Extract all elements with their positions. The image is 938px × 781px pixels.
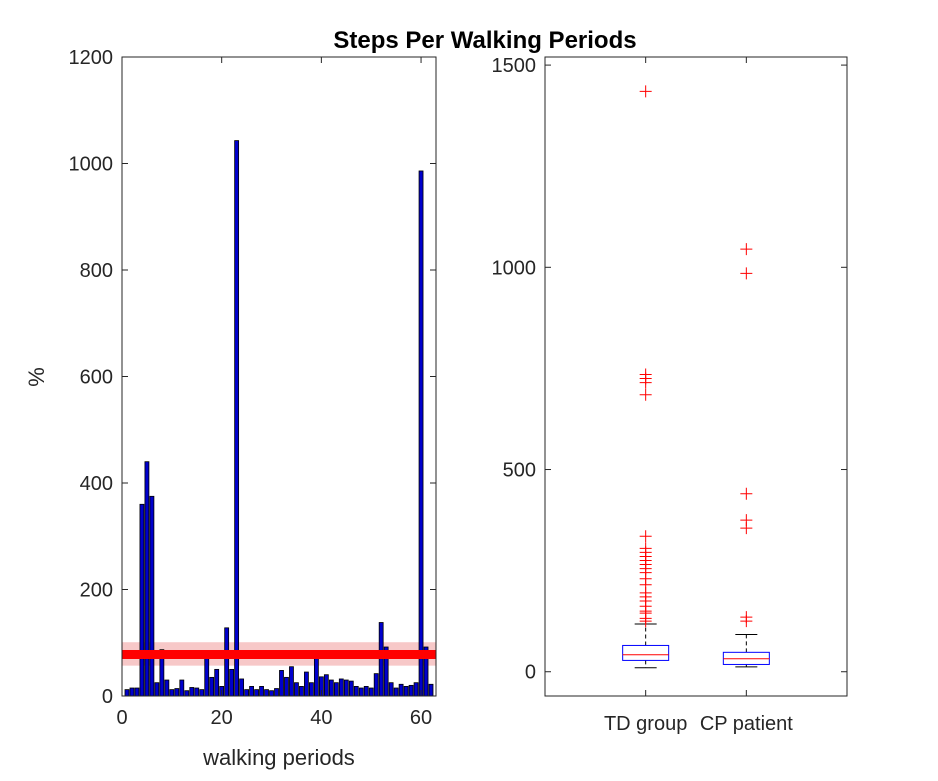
y-tick-label: 1000: [69, 154, 114, 176]
outlier-marker: [740, 514, 753, 527]
bar: [134, 687, 140, 697]
bar: [323, 674, 329, 697]
box-series: [622, 85, 770, 669]
bar-series: [124, 140, 434, 697]
bar: [259, 686, 264, 697]
bar: [229, 668, 235, 697]
bar: [388, 682, 394, 697]
outlier-marker: [740, 267, 753, 280]
y-tick-label: 0: [102, 686, 113, 708]
outlier-marker: [639, 388, 652, 401]
x-tick-label: 40: [310, 707, 332, 729]
bar: [234, 140, 240, 697]
bar: [139, 503, 145, 697]
outlier-marker: [740, 611, 753, 624]
bar: [209, 676, 215, 697]
outlier-marker: [639, 530, 652, 543]
y-tick-label: 800: [80, 260, 113, 282]
y-tick-label: 500: [503, 460, 536, 482]
bar-chart-frame: [121, 56, 437, 697]
bar: [129, 687, 135, 697]
bar: [274, 688, 279, 697]
bar: [174, 688, 180, 697]
y-tick-label: 1500: [492, 55, 537, 77]
bar: [199, 689, 205, 697]
bar: [154, 682, 160, 697]
bar: [333, 682, 339, 697]
y-tick-label: 400: [80, 473, 113, 495]
bar: [373, 673, 379, 697]
box-plot-ticks: 0 500 1000 1500 TD group CP patient: [492, 55, 847, 735]
outlier-marker: [639, 542, 652, 555]
bar: [408, 684, 414, 697]
box-group: [722, 243, 770, 668]
bar: [214, 668, 220, 697]
bar: [353, 686, 359, 697]
bar: [418, 170, 424, 697]
y-tick-label: 200: [80, 580, 113, 602]
x-tick-label: 60: [410, 707, 432, 729]
bar: [348, 680, 354, 697]
bar: [363, 686, 369, 697]
x-tick-label: 0: [116, 707, 127, 729]
bar: [184, 690, 190, 697]
bar: [204, 653, 210, 697]
bar: [368, 687, 374, 697]
bar: [294, 682, 299, 697]
bar: [309, 682, 314, 697]
bar: [328, 679, 334, 697]
box-group: [622, 85, 670, 669]
x-tick-label: 20: [211, 707, 233, 729]
bar-chart-ticks: 0 200 400 600 800 1000 1200 0 20 40 60: [69, 47, 436, 729]
bar: [144, 461, 150, 697]
bar: [378, 622, 384, 697]
bar: [284, 676, 289, 697]
bar-chart-axes: 0 200 400 600 800 1000 1200 0 20 40 60 walking per…: [24, 47, 437, 770]
bar: [304, 671, 309, 697]
y-tick-label: 1200: [69, 47, 114, 69]
y-tick-label: 0: [525, 662, 536, 684]
box-plot-frame: [544, 56, 848, 697]
bar: [279, 670, 284, 697]
bar: [194, 687, 200, 697]
box-plot-axes: 0 500 1000 1500 TD group CP patient: [492, 55, 848, 735]
bar: [124, 689, 130, 697]
y-axis-label: %: [24, 367, 49, 387]
bar: [249, 686, 254, 697]
chart-title: Steps Per Walking Periods: [333, 27, 636, 54]
bar: [239, 678, 245, 697]
bar: [179, 679, 185, 697]
bar: [403, 686, 409, 697]
bar: [164, 679, 170, 697]
bar: [264, 689, 269, 697]
bar: [244, 689, 249, 697]
bar: [169, 689, 175, 697]
bar: [338, 678, 344, 697]
outlier-marker: [740, 487, 753, 500]
x-axis-label: walking periods: [202, 745, 355, 770]
bar: [224, 627, 230, 697]
y-tick-label: 1000: [492, 257, 537, 279]
bar: [413, 682, 419, 697]
bar: [269, 690, 274, 697]
category-label: TD group: [604, 713, 687, 735]
bar: [289, 666, 294, 697]
outlier-marker: [639, 368, 652, 381]
box: [622, 644, 670, 661]
outlier-marker: [639, 85, 652, 98]
y-tick-label: 600: [80, 367, 113, 389]
bar: [428, 683, 434, 697]
bar: [149, 495, 155, 697]
bar: [393, 687, 399, 697]
bar: [254, 689, 259, 697]
category-label: CP patient: [700, 713, 793, 735]
bar: [358, 687, 364, 697]
bar: [398, 683, 404, 697]
bar: [299, 686, 304, 697]
outlier-marker: [740, 243, 753, 256]
bar: [343, 679, 349, 697]
bar: [189, 687, 195, 697]
